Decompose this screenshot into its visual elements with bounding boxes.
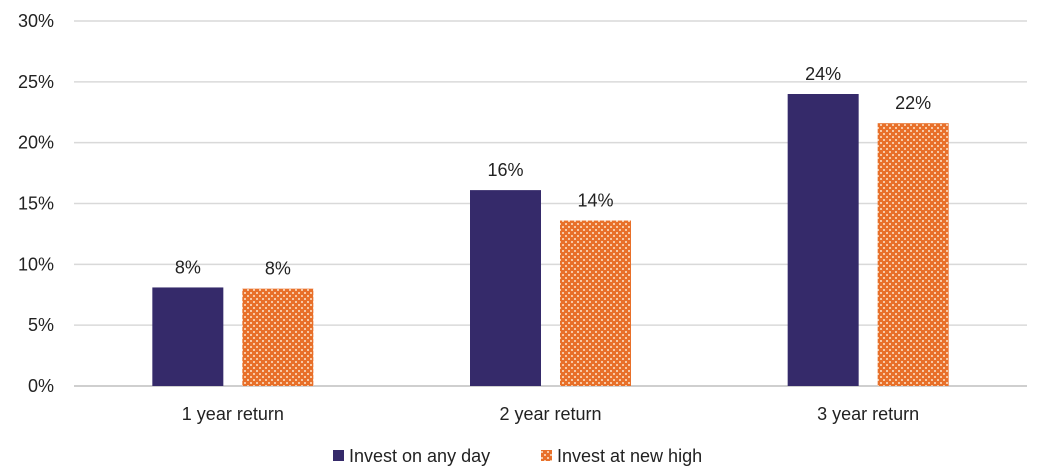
y-tick-label: 20% — [18, 133, 54, 153]
bar-invest-new-high — [560, 220, 631, 386]
legend-label: Invest at new high — [557, 446, 702, 466]
bar-invest-any-day — [787, 94, 859, 386]
data-labels: 8% 8% 16% 14% 24% 22% — [175, 64, 931, 279]
y-tick-label: 15% — [18, 194, 54, 214]
gridlines — [74, 20, 1027, 387]
bar-invest-new-high — [242, 288, 314, 386]
category-label: 3 year return — [817, 404, 919, 424]
y-tick-label: 10% — [18, 254, 54, 274]
y-tick-label: 0% — [28, 376, 54, 396]
category-label: 2 year return — [499, 404, 601, 424]
data-label: 8% — [265, 259, 291, 279]
bar-invest-new-high — [877, 123, 949, 386]
category-label: 1 year return — [182, 404, 284, 424]
x-axis-categories: 1 year return 2 year return 3 year return — [182, 404, 919, 424]
legend-label: Invest on any day — [349, 446, 490, 466]
y-tick-label: 5% — [28, 315, 54, 335]
data-label: 8% — [175, 257, 201, 277]
legend-swatch — [333, 450, 344, 461]
y-axis-ticks: 0% 5% 10% 15% 20% 25% 30% — [18, 11, 54, 396]
data-label: 22% — [895, 93, 931, 113]
data-label: 24% — [805, 64, 841, 84]
bar-invest-any-day — [470, 190, 541, 386]
bar-invest-any-day — [152, 287, 224, 386]
legend-swatch — [541, 450, 552, 461]
legend: Invest on any day Invest at new high — [333, 446, 702, 466]
y-tick-label: 25% — [18, 72, 54, 92]
y-tick-label: 30% — [18, 11, 54, 31]
bars — [152, 94, 949, 386]
data-label: 14% — [577, 191, 613, 211]
data-label: 16% — [487, 160, 523, 180]
